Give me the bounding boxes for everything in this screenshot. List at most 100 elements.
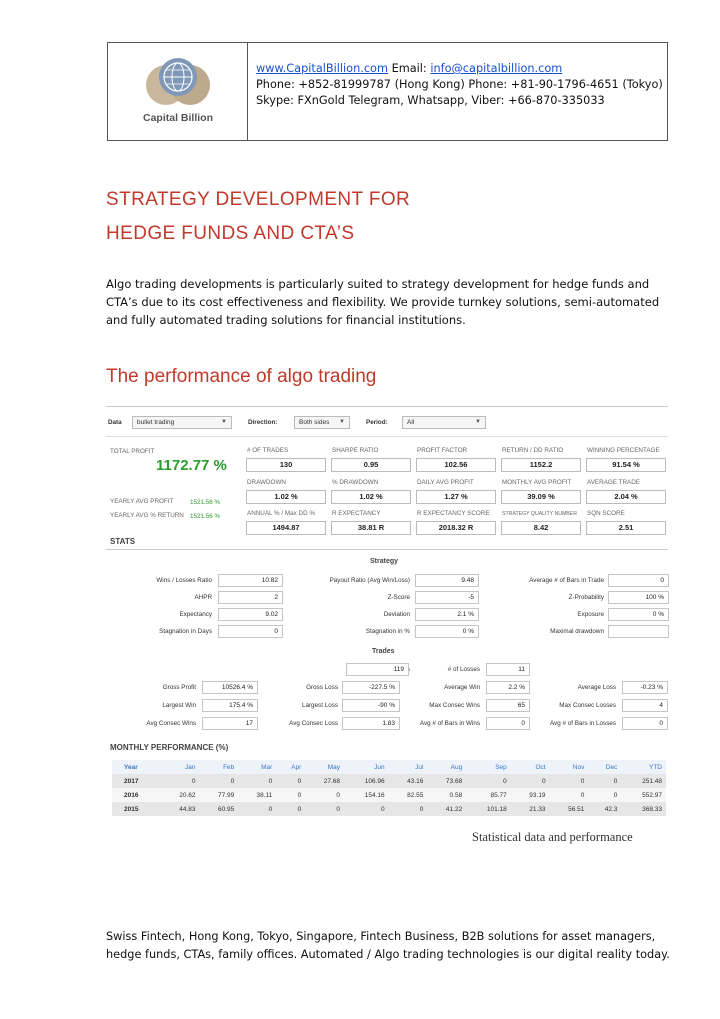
monthly-performance-table: Year Jan Feb Mar Apr May Jun Jul Aug Sep…: [112, 760, 666, 816]
metric-label: WINNING PERCENTAGE: [587, 447, 660, 454]
stat-field: -5: [415, 591, 479, 604]
table-cell: 0: [199, 774, 239, 788]
stat-field: 10.82: [218, 574, 283, 587]
metric-value: 2018.32 R: [416, 521, 496, 535]
page-title-line1: STRATEGY DEVELOPMENT FOR: [106, 189, 411, 210]
stat-field: 9.02: [218, 608, 283, 621]
metric-label: R EXPECTANCY SCORE: [417, 510, 490, 517]
table-cell: 0: [388, 802, 428, 816]
metric-value: 91.54 %: [586, 458, 666, 472]
table-cell: 0: [588, 774, 622, 788]
contact-info: www.CapitalBillion.com Email: info@capit…: [256, 61, 663, 109]
stat-field: 0: [486, 717, 530, 730]
section-title: The performance of algo trading: [106, 366, 377, 387]
metric-label: PROFIT FACTOR: [417, 447, 468, 454]
column-header: May: [305, 760, 345, 774]
stat-field: 175.4 %: [202, 699, 258, 712]
table-cell: 42.3: [588, 802, 622, 816]
metric-value: 102.56: [416, 458, 496, 472]
metric-label: STRATEGY QUALITY NUMBER: [502, 511, 577, 517]
metric-label: # OF TRADES: [247, 447, 289, 454]
stat-label: Exposure: [577, 611, 604, 618]
table-cell: 106.96: [344, 774, 389, 788]
stat-label: Expectancy: [179, 611, 212, 618]
stat-label: Avg Consec Loss: [289, 720, 338, 727]
table-cell: 0: [466, 774, 511, 788]
stat-label: Deviation: [383, 611, 410, 618]
page-title-line2: HEDGE FUNDS AND CTA’S: [106, 223, 355, 244]
metric-value: 1.02 %: [331, 490, 411, 504]
stat-field: -0.23 %: [622, 681, 668, 694]
table-cell: 0: [276, 774, 306, 788]
stat-label: Z-Probability: [568, 594, 604, 601]
stat-field: 0: [218, 625, 283, 638]
table-cell: 41.22: [427, 802, 467, 816]
stat-field: -90 %: [342, 699, 400, 712]
stat-label: Payout Ratio (Avg Win/Loss): [329, 577, 410, 584]
metric-value: 39.09 %: [501, 490, 581, 504]
total-profit-value: 1172.77 %: [156, 457, 227, 474]
stat-field: -227.5 %: [342, 681, 400, 694]
stat-label: Avg # of Bars in Wins: [419, 720, 480, 727]
column-header: YTD: [621, 760, 666, 774]
column-header: Feb: [199, 760, 239, 774]
metric-label: RETURN / DD RATIO: [502, 447, 564, 454]
data-select[interactable]: bullet trading ▼: [132, 416, 232, 429]
metric-label: SHARPE RATIO: [332, 447, 379, 454]
stat-field: 0: [622, 717, 668, 730]
column-header: Dec: [588, 760, 622, 774]
stat-label: Max Consec Losses: [559, 702, 616, 709]
chevron-down-icon: ▼: [221, 419, 227, 425]
table-cell: 93.19: [510, 788, 550, 802]
metric-value: 2.51: [586, 521, 666, 535]
direction-select[interactable]: Both sides ▼: [294, 416, 350, 429]
stat-label: Max Consec Wins: [429, 702, 480, 709]
column-header: Jan: [160, 760, 200, 774]
stat-field: 119: [346, 663, 409, 676]
table-cell: 0: [238, 774, 277, 788]
skype-line: Skype: FXnGold Telegram, Whatsapp, Viber…: [256, 94, 605, 107]
column-header: Year: [112, 760, 161, 774]
stat-field: 4: [622, 699, 668, 712]
stat-field: 2: [218, 591, 283, 604]
stats-divider: [106, 549, 668, 550]
stat-field: [608, 625, 669, 638]
stat-label: Avg Consec Wins: [146, 720, 196, 727]
table-cell: 154.16: [344, 788, 389, 802]
strategy-heading: Strategy: [370, 558, 399, 565]
data-filter-label: Data: [108, 419, 122, 426]
metric-value: 130: [246, 458, 326, 472]
column-header: Apr: [276, 760, 306, 774]
table-cell: 0: [238, 802, 277, 816]
table-cell: 0: [160, 774, 200, 788]
table-cell: 552.97: [621, 788, 666, 802]
table-cell: 20.62: [160, 788, 200, 802]
stat-field: 65: [486, 699, 530, 712]
stat-field: 10526.4 %: [202, 681, 258, 694]
stat-label: Average # of Bars in Trade: [529, 577, 604, 584]
table-cell: 0: [276, 788, 306, 802]
figure-caption: Statistical data and performance: [472, 830, 633, 844]
metric-value: 0.95: [331, 458, 411, 472]
website-link[interactable]: www.CapitalBillion.com: [256, 62, 388, 75]
column-header: Oct: [510, 760, 550, 774]
stat-label: Avg # of Bars in Losses: [549, 720, 616, 727]
metric-value: 1494.87: [246, 521, 326, 535]
period-select[interactable]: All ▼: [402, 416, 486, 429]
table-cell: 27.68: [305, 774, 345, 788]
table-row: 2016 20.62 77.99 38.11 0 0 154.16 82.55 …: [112, 788, 666, 802]
stat-label: # of Losses: [447, 666, 480, 673]
yearly-avg-profit-value: 1521.56 %: [190, 499, 221, 506]
email-link[interactable]: info@capitalbillion.com: [430, 62, 563, 75]
table-cell: 21.33: [510, 802, 550, 816]
table-cell: 0: [510, 774, 550, 788]
performance-dashboard: Data bullet trading ▼ Direction: Both sid…: [106, 410, 669, 820]
table-cell: 73.68: [427, 774, 467, 788]
stat-field: 1.83: [342, 717, 400, 730]
metric-value: 8.42: [501, 521, 581, 535]
stat-label: Gross Profit: [162, 684, 196, 691]
table-cell: 82.55: [388, 788, 428, 802]
table-cell: 44.83: [160, 802, 200, 816]
metric-value: 1152.2: [501, 458, 581, 472]
period-filter-label: Period:: [366, 419, 388, 426]
